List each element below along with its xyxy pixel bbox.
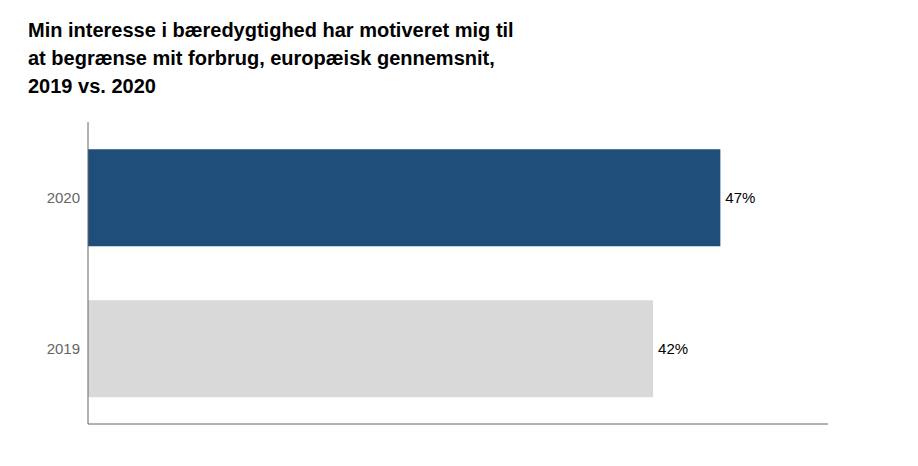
- html-text:at begrænse mit forbrug, europ: at begrænse mit forbrug, europæisk genne…: [28, 47, 495, 69]
- svg-text:2019: 2019: [47, 340, 80, 357]
- svg-text:42%: 42%: [658, 340, 688, 357]
- svg-text:2020: 2020: [47, 189, 80, 206]
- html-text:2019 vs. 2020: 2019 vs. 2020: [28, 75, 156, 97]
- svg-text:47%: 47%: [725, 189, 755, 206]
- html-text:Min interesse i bæredygtighed: Min interesse i bæredygtighed har motive…: [28, 19, 514, 41]
